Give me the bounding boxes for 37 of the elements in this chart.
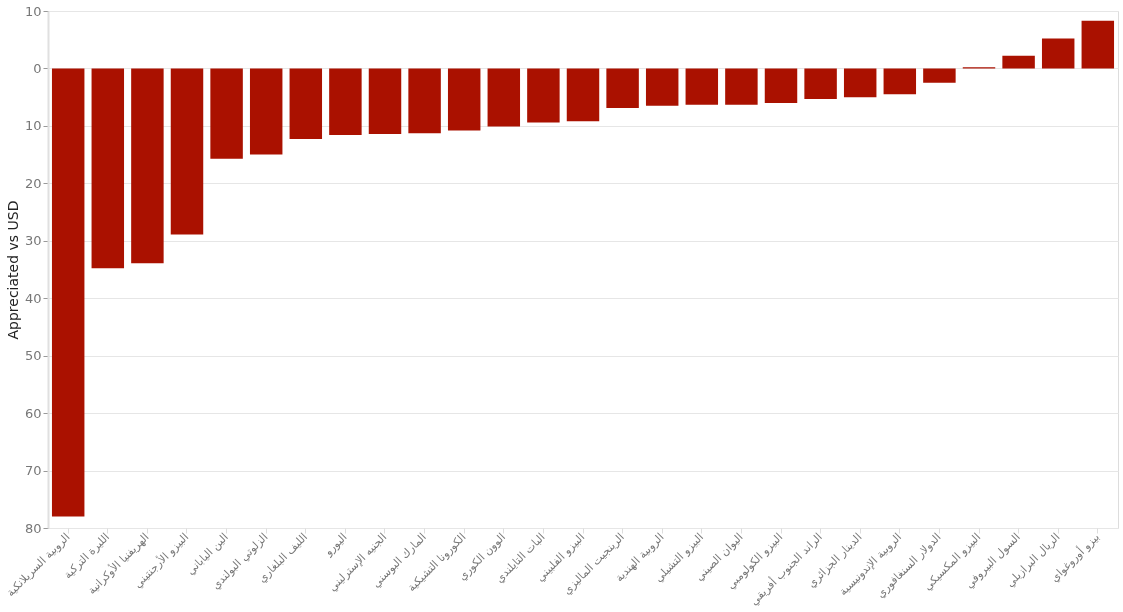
bar bbox=[606, 68, 639, 109]
bar bbox=[645, 68, 679, 106]
bar bbox=[51, 68, 85, 517]
bar bbox=[487, 68, 521, 127]
bar bbox=[408, 68, 441, 134]
y-tick-label: 40 bbox=[24, 290, 42, 306]
bar bbox=[170, 68, 204, 235]
bar bbox=[923, 68, 956, 83]
y-tick-label: 10 bbox=[24, 3, 42, 19]
bar bbox=[368, 68, 402, 134]
bar bbox=[883, 68, 917, 95]
y-tick-label: 50 bbox=[24, 348, 42, 364]
y-tick-label: 80 bbox=[24, 520, 42, 536]
bar bbox=[764, 68, 798, 103]
bar bbox=[566, 68, 600, 122]
bar bbox=[1081, 20, 1115, 69]
bar bbox=[1002, 55, 1035, 69]
bar bbox=[1041, 38, 1075, 69]
y-tick-label: 30 bbox=[24, 233, 42, 249]
bar bbox=[210, 68, 243, 159]
y-tick-label: 70 bbox=[24, 463, 42, 479]
bar bbox=[527, 68, 560, 123]
bar bbox=[329, 68, 362, 136]
y-tick-label: 20 bbox=[24, 175, 42, 191]
bar bbox=[91, 68, 125, 269]
y-tick-label: 0 bbox=[33, 60, 42, 76]
y-axis-title: Appreciated vs USD bbox=[4, 200, 21, 340]
y-tick-label: 60 bbox=[24, 405, 42, 421]
bar bbox=[131, 68, 164, 264]
bar bbox=[804, 68, 837, 99]
bar bbox=[447, 68, 481, 131]
bar bbox=[249, 68, 283, 155]
y-tick-label: 10 bbox=[24, 118, 42, 134]
bar bbox=[725, 68, 758, 105]
bar bbox=[289, 68, 323, 140]
bar bbox=[843, 68, 877, 98]
bar bbox=[685, 68, 719, 105]
